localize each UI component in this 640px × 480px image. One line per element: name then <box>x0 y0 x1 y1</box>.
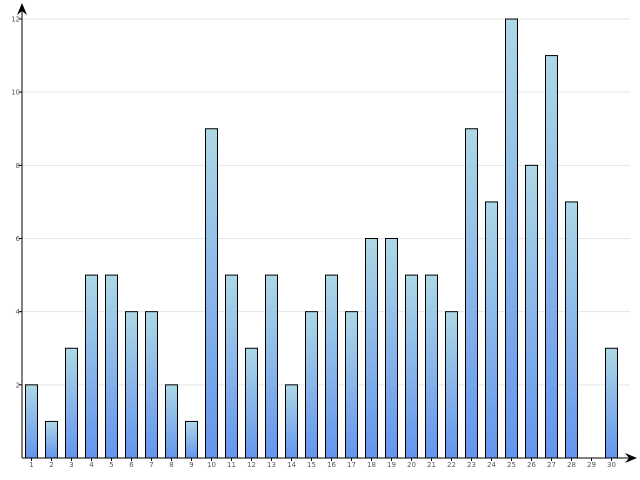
x-tick-label: 15 <box>307 461 316 469</box>
bar-10 <box>205 128 218 459</box>
x-tick-label: 30 <box>607 461 616 469</box>
x-tick-label: 8 <box>169 461 173 469</box>
y-tick-label: 12 <box>11 16 20 24</box>
y-tick-label: 6 <box>16 235 21 243</box>
bar-20 <box>405 274 418 459</box>
bar-13 <box>265 274 278 459</box>
bar-21 <box>425 274 438 459</box>
bar-27 <box>545 55 558 459</box>
bar-30 <box>605 347 618 459</box>
y-tick-label: 10 <box>11 89 20 97</box>
bars <box>25 18 618 459</box>
bar-15 <box>305 311 318 459</box>
x-tick-label: 24 <box>487 461 496 469</box>
x-tick-label: 26 <box>527 461 536 469</box>
x-tick-label: 23 <box>467 461 476 469</box>
x-tick-label: 16 <box>327 461 336 469</box>
y-tick-label: 2 <box>16 381 20 389</box>
x-tick-label: 28 <box>567 461 576 469</box>
x-tick-label: 1 <box>29 461 33 469</box>
x-tick-label: 13 <box>267 461 276 469</box>
x-tick-label: 17 <box>347 461 356 469</box>
y-axis-arrow <box>17 3 27 15</box>
x-tick-label: 22 <box>447 461 456 469</box>
bar-12 <box>245 347 258 459</box>
y-tick-label: 8 <box>16 162 20 170</box>
bar-22 <box>445 311 458 459</box>
bar-14 <box>285 384 298 459</box>
bar-17 <box>345 311 358 459</box>
x-tick-label: 9 <box>189 461 193 469</box>
bar-9 <box>185 420 198 459</box>
bar-16 <box>325 274 338 459</box>
x-tick-label: 27 <box>547 461 556 469</box>
bar-4 <box>85 274 98 459</box>
x-tick-label: 6 <box>129 461 134 469</box>
axes <box>17 3 637 463</box>
y-tick-label: 4 <box>16 308 21 316</box>
x-tick-label: 25 <box>507 461 516 469</box>
bar-24 <box>485 201 498 459</box>
x-tick-label: 14 <box>287 461 296 469</box>
bar-1 <box>25 384 38 459</box>
x-tick-label: 5 <box>109 461 113 469</box>
x-tick-label: 20 <box>407 461 416 469</box>
bar-23 <box>465 128 478 459</box>
bar-19 <box>385 238 398 459</box>
x-tick-label: 11 <box>227 461 236 469</box>
bar-26 <box>525 164 538 459</box>
bar-8 <box>165 384 178 459</box>
x-tick-label: 12 <box>247 461 256 469</box>
bar-7 <box>145 311 158 459</box>
x-tick-label: 4 <box>89 461 94 469</box>
bar-5 <box>105 274 118 459</box>
bar-28 <box>565 201 578 459</box>
bar-11 <box>225 274 238 459</box>
bar-3 <box>65 347 78 459</box>
bar-6 <box>125 311 138 459</box>
x-tick-label: 29 <box>587 461 596 469</box>
x-tick-label: 7 <box>149 461 153 469</box>
x-tick-label: 19 <box>387 461 396 469</box>
x-tick-label: 2 <box>49 461 53 469</box>
x-axis-arrow <box>625 453 637 463</box>
bar-18 <box>365 238 378 459</box>
x-tick-label: 18 <box>367 461 376 469</box>
x-tick-label: 10 <box>207 461 216 469</box>
x-tick-label: 21 <box>427 461 436 469</box>
bar-25 <box>505 18 518 459</box>
bar-2 <box>45 420 58 459</box>
x-tick-label: 3 <box>69 461 73 469</box>
